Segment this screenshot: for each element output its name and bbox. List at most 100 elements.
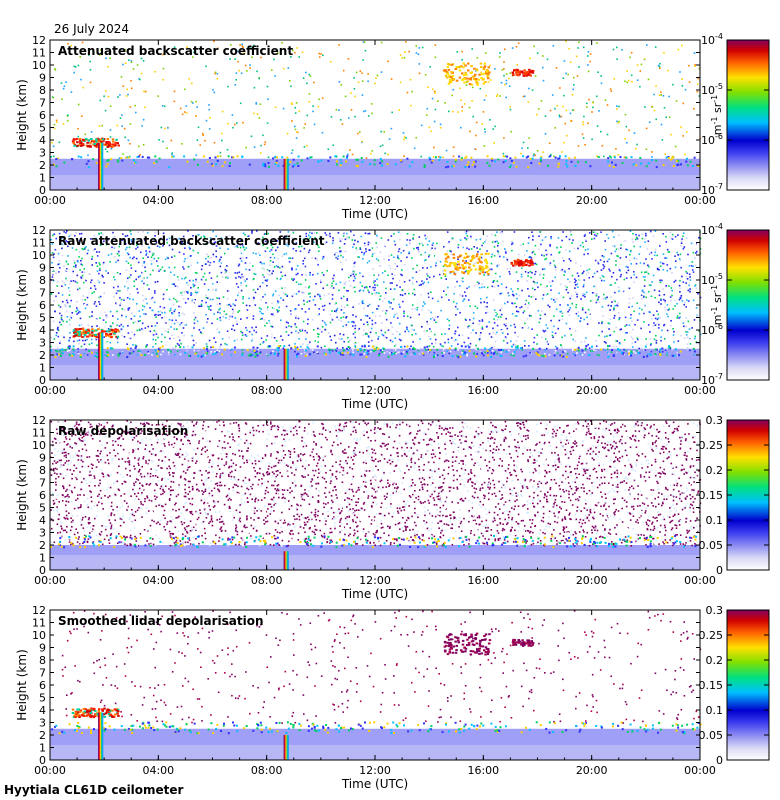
noise-pixel — [255, 326, 257, 328]
noise-pixel — [638, 312, 641, 315]
noise-pixel — [303, 146, 306, 148]
noise-pixel — [112, 322, 114, 324]
noise-pixel — [501, 276, 503, 279]
noise-pixel — [514, 314, 516, 316]
noise-pixel — [526, 326, 528, 329]
noise-pixel — [568, 47, 570, 50]
noise-pixel — [610, 351, 613, 353]
noise-pixel — [246, 278, 248, 280]
noise-pixel — [128, 276, 131, 279]
noise-pixel — [517, 42, 520, 45]
noise-pixel — [59, 306, 62, 308]
noise-pixel — [59, 349, 61, 351]
noise-pixel — [118, 240, 120, 242]
noise-pixel — [412, 282, 414, 285]
noise-pixel — [660, 94, 662, 96]
noise-pixel — [428, 276, 431, 279]
noise-pixel — [466, 354, 468, 357]
noise-pixel — [280, 297, 282, 299]
noise-pixel — [154, 292, 156, 294]
noise-pixel — [510, 241, 513, 244]
noise-pixel — [263, 262, 265, 265]
noise-pixel — [511, 47, 514, 49]
noise-pixel — [262, 236, 264, 239]
noise-pixel — [95, 318, 97, 321]
noise-pixel — [322, 318, 324, 321]
noise-pixel — [663, 338, 666, 340]
noise-pixel — [332, 280, 335, 282]
noise-pixel — [51, 276, 54, 278]
noise-pixel — [652, 314, 655, 316]
noise-pixel — [122, 325, 125, 328]
cloud-pixel — [525, 74, 528, 77]
noise-pixel — [683, 325, 685, 328]
noise-pixel — [542, 329, 545, 332]
noise-pixel — [237, 287, 240, 289]
noise-pixel — [132, 350, 135, 353]
noise-pixel — [170, 139, 173, 142]
noise-pixel — [545, 257, 548, 260]
noise-pixel — [488, 349, 490, 351]
noise-pixel — [449, 340, 452, 343]
noise-pixel — [253, 112, 255, 115]
noise-pixel — [680, 334, 682, 337]
noise-pixel — [442, 265, 445, 268]
tick-exponent: -7 — [715, 182, 723, 191]
noise-pixel — [166, 241, 168, 244]
noise-pixel — [181, 294, 183, 296]
noise-pixel — [263, 268, 265, 271]
noise-pixel — [537, 265, 539, 268]
noise-pixel — [181, 241, 183, 244]
layer-pixel — [276, 156, 278, 159]
noise-pixel — [127, 332, 130, 334]
noise-pixel — [622, 290, 625, 293]
noise-pixel — [68, 323, 71, 326]
noise-pixel — [587, 70, 590, 73]
noise-pixel — [444, 341, 446, 344]
noise-pixel — [66, 241, 69, 243]
noise-pixel — [251, 333, 254, 336]
noise-pixel — [446, 231, 448, 234]
noise-pixel — [415, 136, 417, 139]
noise-pixel — [115, 263, 118, 266]
noise-pixel — [446, 292, 449, 294]
noise-pixel — [87, 249, 89, 252]
noise-pixel — [63, 311, 65, 314]
noise-pixel — [219, 303, 221, 305]
noise-pixel — [392, 277, 394, 280]
noise-pixel — [627, 266, 629, 269]
noise-pixel — [169, 337, 171, 340]
noise-pixel — [83, 336, 85, 338]
noise-pixel — [390, 235, 393, 237]
noise-pixel — [342, 232, 345, 235]
noise-pixel — [664, 153, 666, 155]
noise-pixel — [264, 279, 267, 282]
cloud-band — [71, 137, 120, 148]
noise-pixel — [197, 126, 200, 129]
noise-pixel — [415, 333, 417, 335]
noise-pixel — [144, 106, 146, 109]
noise-pixel — [266, 354, 269, 357]
noise-pixel — [109, 57, 111, 60]
noise-pixel — [326, 270, 328, 272]
noise-pixel — [618, 290, 620, 292]
noise-pixel — [310, 316, 312, 319]
layer-pixel — [689, 160, 692, 163]
layer-pixel — [607, 160, 610, 163]
noise-pixel — [694, 264, 697, 267]
noise-pixel — [419, 273, 422, 275]
noise-pixel — [261, 317, 263, 320]
noise-pixel — [174, 315, 177, 317]
noise-pixel — [283, 315, 285, 317]
noise-pixel — [163, 306, 166, 309]
noise-pixel — [300, 352, 303, 355]
noise-pixel — [83, 343, 86, 346]
noise-pixel — [50, 336, 53, 339]
noise-pixel — [140, 57, 143, 60]
noise-pixel — [66, 235, 69, 237]
noise-pixel — [362, 334, 364, 336]
noise-pixel — [350, 273, 352, 275]
noise-pixel — [118, 254, 120, 257]
noise-pixel — [684, 301, 686, 304]
noise-pixel — [320, 330, 323, 333]
